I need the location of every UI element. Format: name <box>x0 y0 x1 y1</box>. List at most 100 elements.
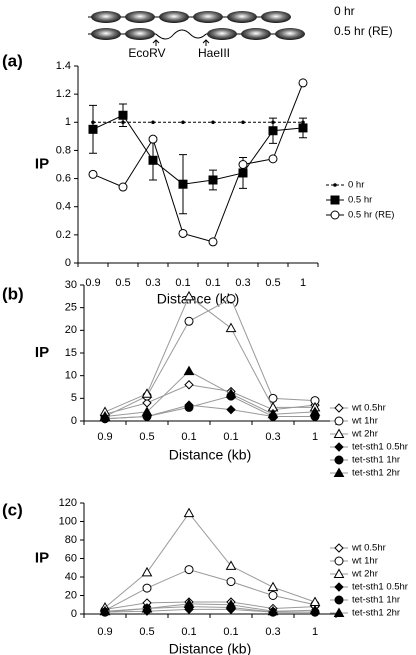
legend-marker <box>330 195 340 205</box>
series-line <box>104 603 316 612</box>
y-tick-label: 0.8 <box>56 144 71 156</box>
data-point <box>183 507 195 518</box>
x-tick-label: 1 <box>312 626 318 638</box>
legend-label: tet-sth1 0.5hr <box>352 582 408 593</box>
chart-panel: (b) IP Distance (kb) 0 5 10 15 20 25 30 0.9 0.5 0.1 0… <box>2 279 408 479</box>
nucleosome <box>227 11 257 23</box>
legend-label: wt 0.5hr <box>351 403 386 414</box>
data-point <box>148 134 158 144</box>
y-axis-label: IP <box>35 155 49 172</box>
legend-marker <box>333 183 337 187</box>
data-point <box>141 566 153 577</box>
nucleosome-diagram: 0 hr 0.5 hr (RE) EcoRV HaeIII <box>88 4 393 60</box>
data-point <box>298 123 308 133</box>
data-point <box>118 182 128 192</box>
legend-marker <box>334 582 344 592</box>
nucleosome <box>125 28 155 40</box>
y-axis-label: IP <box>35 549 49 566</box>
chart-panel: (a) IP Distance (kb) 0 0.2 0.4 0.6 0.8 1 1.2 1.4 0.… <box>2 51 394 306</box>
x-tick-label: 0.5 <box>265 277 280 289</box>
legend-label: wt 0.5hr <box>351 543 386 554</box>
legend-marker <box>334 403 344 413</box>
series-line <box>92 114 304 185</box>
site-label: EcoRV <box>128 46 165 60</box>
y-tick-label: 10 <box>65 370 77 382</box>
y-tick-label: 0.6 <box>56 172 71 184</box>
data-point <box>241 120 245 125</box>
nucleosome <box>125 11 155 23</box>
y-tick-label: 0.2 <box>56 229 71 241</box>
legend-label: tet-sth1 2hr <box>352 468 400 479</box>
data-point <box>268 154 278 164</box>
nucleosome <box>261 11 291 23</box>
cut-arrow <box>152 39 210 46</box>
data-point <box>178 179 188 189</box>
y-tick-label: 1.4 <box>56 60 71 72</box>
legend-label: tet-sth1 0.5hr <box>352 442 408 453</box>
y-tick-label: 120 <box>59 497 77 509</box>
legend-marker <box>333 467 345 477</box>
data-point <box>309 596 321 606</box>
nucleosome <box>159 11 189 23</box>
nucleosome <box>91 28 121 40</box>
y-tick-label: 60 <box>65 552 77 564</box>
legend-label: 0.5 hr (RE) <box>348 210 394 221</box>
series-line <box>104 512 316 608</box>
legend-label: tet-sth1 1hr <box>352 455 400 466</box>
data-point <box>118 110 128 120</box>
nucleosome <box>207 28 237 40</box>
x-tick-label: 1 <box>300 277 306 289</box>
y-tick-label: 0 <box>65 257 71 269</box>
y-tick-label: 0 <box>71 415 77 427</box>
x-axis-label: Distance (kb) <box>169 641 251 655</box>
x-tick-label: 0.5 <box>139 431 154 443</box>
nucleosome <box>275 28 305 40</box>
data-point <box>267 605 279 616</box>
y-axis-label: IP <box>35 344 49 361</box>
data-point <box>268 591 278 600</box>
series-line <box>104 384 316 415</box>
nucleosome <box>241 28 271 40</box>
data-point <box>268 126 278 136</box>
data-point <box>184 402 194 412</box>
data-point <box>226 404 236 415</box>
legend-marker <box>333 428 345 438</box>
data-point <box>208 175 218 185</box>
series-line <box>104 601 316 610</box>
series-line <box>104 295 315 413</box>
data-point <box>226 294 236 304</box>
y-tick-label: 20 <box>65 589 77 601</box>
data-point <box>208 237 218 247</box>
data-point <box>184 380 194 390</box>
legend-marker <box>334 416 344 426</box>
x-tick-label: 0.5 <box>139 626 154 638</box>
x-tick-label: 0.1 <box>175 277 190 289</box>
data-point <box>88 124 98 134</box>
y-tick-label: 1 <box>65 116 71 128</box>
legend-marker <box>334 455 344 465</box>
x-tick-label: 0.5 <box>115 277 130 289</box>
series-line <box>104 370 316 417</box>
x-axis-label: Distance (kb) <box>169 447 251 463</box>
data-point <box>184 565 194 575</box>
data-point <box>298 78 308 88</box>
data-point <box>141 602 153 613</box>
site-label: HaeIII <box>198 46 230 60</box>
panel-label: (a) <box>2 51 23 70</box>
diagram-label: 0.5 hr (RE) <box>334 24 393 38</box>
legend-marker <box>334 556 344 566</box>
data-point <box>178 228 188 238</box>
x-axis-label: Distance (kb) <box>157 291 239 307</box>
data-point <box>142 583 152 593</box>
data-point <box>88 169 98 179</box>
y-tick-label: 25 <box>65 302 77 314</box>
x-tick-label: 0.3 <box>265 431 280 443</box>
legend-marker <box>333 607 345 617</box>
data-point <box>151 120 155 125</box>
chart-panel: (c) IP Distance (kb) 0 20 40 60 80 100 120 0.9 0.5 0… <box>2 497 408 655</box>
x-tick-label: 0.9 <box>97 431 112 443</box>
data-point <box>309 406 321 416</box>
nucleosome <box>193 11 223 23</box>
data-point <box>183 365 195 376</box>
data-point <box>211 120 215 125</box>
